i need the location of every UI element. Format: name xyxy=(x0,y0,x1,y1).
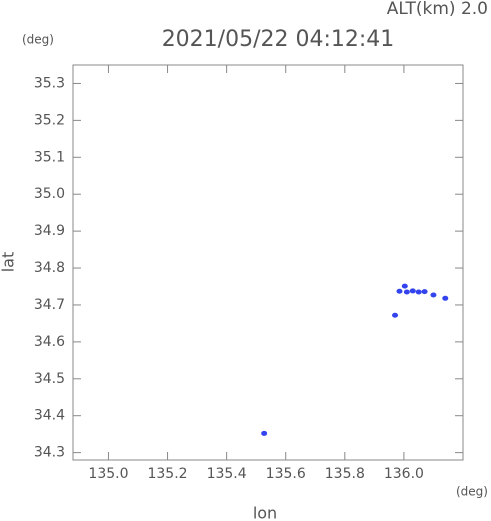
echo-point xyxy=(403,289,410,295)
x-tick-label: 135.2 xyxy=(147,466,187,482)
echo-point xyxy=(401,283,408,289)
y-tick-label: 34.3 xyxy=(34,445,65,461)
y-unit: (deg) xyxy=(22,33,54,47)
echo-point xyxy=(415,289,422,295)
echo-point xyxy=(392,312,399,318)
x-tick-label: 136.0 xyxy=(384,466,424,482)
x-tick-label: 135.0 xyxy=(88,466,128,482)
y-axis-label: lat xyxy=(0,252,18,273)
x-unit: (deg) xyxy=(456,485,488,499)
y-tick-label: 34.5 xyxy=(34,371,65,387)
echo-point xyxy=(430,292,437,298)
chart-subtitle: ALT(km) 2.0 xyxy=(387,0,488,19)
y-tick-label: 34.9 xyxy=(34,223,65,239)
x-tick-label: 135.8 xyxy=(325,466,365,482)
y-tick-label: 35.1 xyxy=(34,149,65,165)
echo-point xyxy=(261,430,268,436)
y-tick-label: 35.3 xyxy=(34,75,65,91)
plot-frame xyxy=(72,64,464,461)
echo-point xyxy=(396,288,403,294)
y-tick-label: 34.7 xyxy=(34,297,65,313)
y-tick-label: 34.8 xyxy=(34,260,65,276)
y-tick-label: 35.2 xyxy=(34,112,65,128)
x-tick-label: 135.6 xyxy=(266,466,306,482)
y-tick-label: 34.4 xyxy=(34,408,65,424)
echo-point xyxy=(409,288,416,294)
echo-point xyxy=(442,295,449,301)
x-tick-label: 135.4 xyxy=(207,466,247,482)
chart-title: 2021/05/22 04:12:41 xyxy=(162,27,395,52)
echo-point xyxy=(421,289,428,295)
x-axis-label: lon xyxy=(253,504,277,521)
y-tick-label: 35.0 xyxy=(34,186,65,202)
y-tick-label: 34.6 xyxy=(34,334,65,350)
